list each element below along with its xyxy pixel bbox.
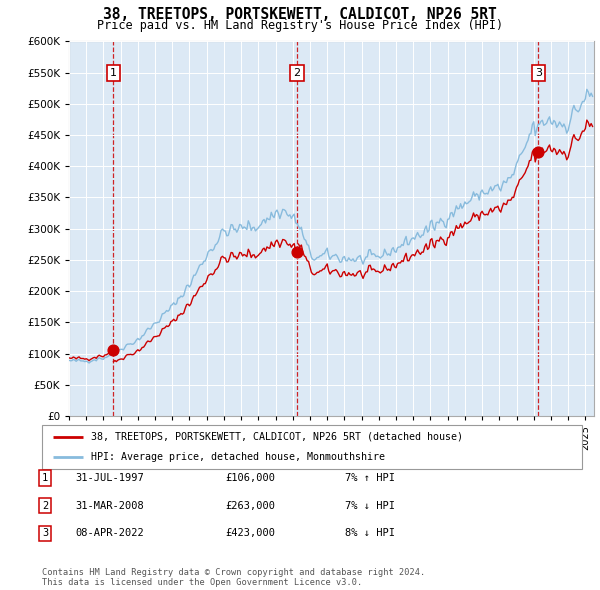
Text: 38, TREETOPS, PORTSKEWETT, CALDICOT, NP26 5RT (detached house): 38, TREETOPS, PORTSKEWETT, CALDICOT, NP2… bbox=[91, 432, 463, 442]
Text: £106,000: £106,000 bbox=[225, 473, 275, 483]
Text: 31-MAR-2008: 31-MAR-2008 bbox=[75, 501, 144, 510]
Text: 3: 3 bbox=[42, 529, 48, 538]
Text: Price paid vs. HM Land Registry's House Price Index (HPI): Price paid vs. HM Land Registry's House … bbox=[97, 19, 503, 32]
Text: 31-JUL-1997: 31-JUL-1997 bbox=[75, 473, 144, 483]
Text: 08-APR-2022: 08-APR-2022 bbox=[75, 529, 144, 538]
Text: 1: 1 bbox=[42, 473, 48, 483]
Text: £423,000: £423,000 bbox=[225, 529, 275, 538]
Point bbox=[109, 345, 118, 355]
Text: 3: 3 bbox=[535, 68, 542, 78]
Text: 38, TREETOPS, PORTSKEWETT, CALDICOT, NP26 5RT: 38, TREETOPS, PORTSKEWETT, CALDICOT, NP2… bbox=[103, 7, 497, 22]
Text: £263,000: £263,000 bbox=[225, 501, 275, 510]
Text: 1: 1 bbox=[110, 68, 117, 78]
FancyBboxPatch shape bbox=[42, 425, 582, 469]
Text: 2: 2 bbox=[42, 501, 48, 510]
Point bbox=[533, 147, 543, 156]
Text: 2: 2 bbox=[293, 68, 301, 78]
Text: 8% ↓ HPI: 8% ↓ HPI bbox=[345, 529, 395, 538]
Point bbox=[292, 247, 302, 257]
Text: 7% ↓ HPI: 7% ↓ HPI bbox=[345, 501, 395, 510]
Text: 7% ↑ HPI: 7% ↑ HPI bbox=[345, 473, 395, 483]
Text: HPI: Average price, detached house, Monmouthshire: HPI: Average price, detached house, Monm… bbox=[91, 452, 385, 462]
Text: Contains HM Land Registry data © Crown copyright and database right 2024.
This d: Contains HM Land Registry data © Crown c… bbox=[42, 568, 425, 587]
